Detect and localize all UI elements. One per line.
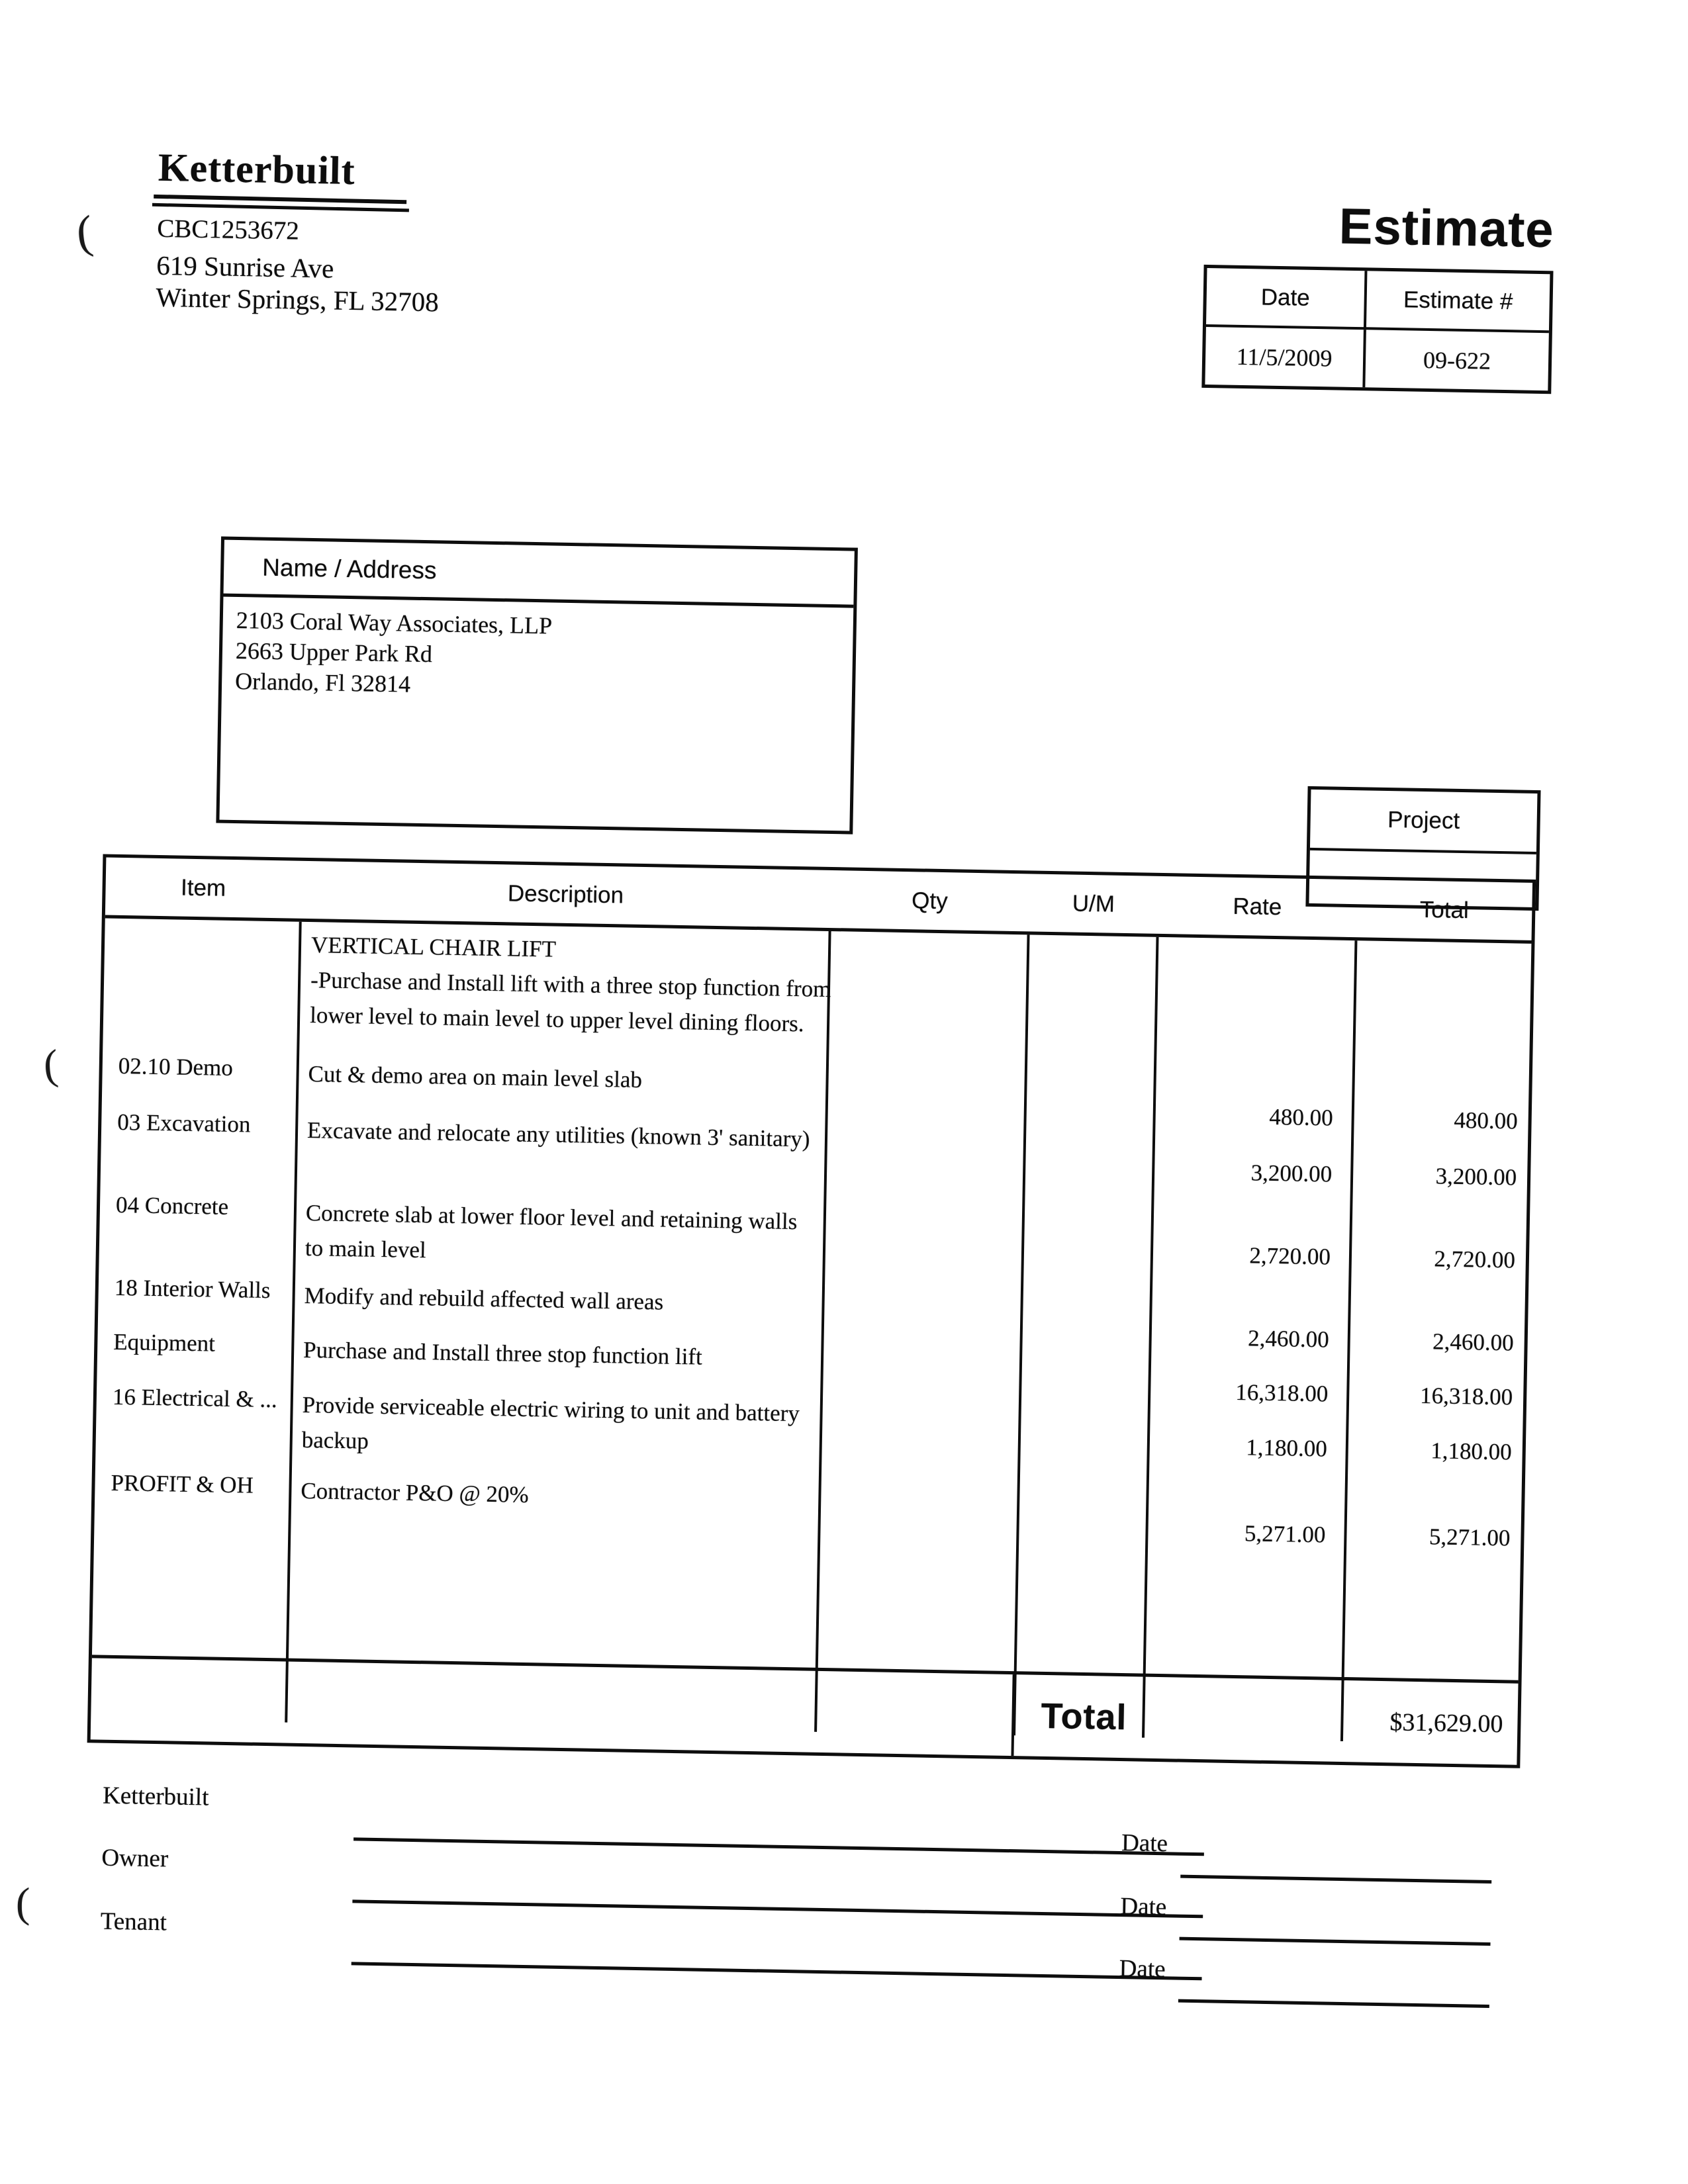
total-cell: 2,460.00 [1432,1328,1515,1356]
description-cell: Contractor P&O @ 20% [301,1477,529,1508]
logo-underline-bottom [152,203,409,212]
total-cell: 3,200.00 [1435,1163,1517,1191]
estimate-number-column-header: Estimate # [1366,271,1550,334]
signature-line-ketterbuilt [353,1837,1204,1856]
table-row: 04 Concrete Concrete slab at lower floor… [99,1191,1527,1287]
item-cell: PROFIT & OH [111,1469,254,1498]
company-address-street: 619 Sunrise Ave [156,250,334,284]
date-label-2: Date [1120,1893,1167,1921]
date-label-3: Date [1119,1955,1166,1983]
item-cell: 04 Concrete [115,1191,229,1220]
date-line-3 [1178,1999,1489,2009]
qty-cell [825,1122,1025,1182]
signature-line-tenant [351,1962,1202,1981]
scope-description: -Purchase and Install lift with a three … [309,967,831,1037]
date-line-1 [1180,1874,1492,1884]
grand-total-cell: Total $31,629.00 [1013,1674,1518,1765]
scope-intro-block: VERTICAL CHAIR LIFT -Purchase and Instal… [310,927,836,1042]
signature-label-owner: Owner [101,1844,169,1873]
description-cell: Provide serviceable electric wiring to u… [301,1391,800,1454]
company-license-number: CBC1253672 [156,214,300,246]
um-column-header: U/M [1072,890,1115,917]
um-cell [1020,1345,1150,1404]
line-items-body: VERTICAL CHAIR LIFT -Purchase and Instal… [92,919,1531,1742]
grand-total-value: $31,629.00 [1389,1707,1503,1738]
logo-underline-top [154,194,407,205]
rate-column-header: Rate [1233,893,1282,920]
item-cell: 18 Interior Walls [114,1274,271,1304]
total-cell: 1,180.00 [1430,1437,1513,1465]
scan-artifact-paren-3: ( [16,1879,30,1926]
description-cell: Excavate and relocate any utilities (kno… [306,1117,810,1152]
total-cell: 480.00 [1454,1107,1519,1134]
um-cell [1025,1069,1155,1128]
customer-box: Name / Address 2103 Coral Way Associates… [216,536,858,835]
um-cell [1019,1400,1149,1472]
grand-total-label: Total [1041,1696,1128,1737]
rate-cell: 2,460.00 [1247,1325,1330,1353]
um-cell [1022,1208,1152,1280]
date-value: 11/5/2009 [1205,326,1366,388]
description-cell: Concrete slab at lower floor level and r… [305,1199,798,1263]
estimate-meta-table: Date Estimate # 11/5/2009 09-622 [1201,264,1554,394]
date-column-header: Date [1205,268,1368,330]
total-cell: 16,318.00 [1419,1383,1513,1410]
qty-cell [822,1287,1021,1347]
table-row: PROFIT & OH Contractor P&O @ 20% 5,271.0… [94,1469,1521,1551]
scan-artifact-paren-2: ( [42,1040,60,1089]
date-line-2 [1179,1936,1491,1946]
name-address-header: Name / Address [223,539,855,608]
signature-line-owner [352,1899,1203,1919]
item-cell: 03 Excavation [117,1109,251,1138]
rate-cell: 480.00 [1269,1103,1334,1131]
document-title: Estimate [1338,198,1555,259]
signature-label-ketterbuilt: Ketterbuilt [102,1782,209,1811]
total-cell: 2,720.00 [1434,1246,1516,1273]
item-cell: 16 Electrical & ... [112,1383,278,1413]
item-column-header: Item [180,874,226,901]
signature-label-tenant: Tenant [100,1907,167,1936]
item-cell: 02.10 Demo [118,1052,234,1081]
um-cell [1021,1291,1151,1349]
description-cell: Cut & demo area on main level slab [308,1061,643,1093]
qty-cell [826,1066,1025,1126]
um-cell [1024,1125,1154,1184]
um-cell [1017,1486,1148,1545]
rate-cell: 16,318.00 [1235,1379,1329,1407]
estimate-document: Ketterbuilt CBC1253672 619 Sunrise Ave W… [58,129,1562,2114]
qty-cell [821,1342,1021,1402]
project-header: Project [1309,789,1538,854]
line-items-table: Item Description Qty U/M Rate Total VERT… [87,854,1536,1768]
company-logo: Ketterbuilt [158,145,356,193]
qty-column-header: Qty [911,887,949,914]
date-label-1: Date [1121,1829,1168,1858]
rate-cell: 1,180.00 [1245,1434,1328,1462]
rate-cell: 5,271.00 [1244,1520,1326,1548]
total-cell: 5,271.00 [1429,1524,1511,1551]
qty-cell [823,1205,1023,1278]
company-address-city: Winter Springs, FL 32708 [156,281,440,318]
rate-cell: 3,200.00 [1250,1160,1333,1187]
grand-total-spacer-cell [90,1658,1015,1756]
qty-cell [820,1396,1020,1470]
description-column-header: Description [507,880,624,908]
item-cell: Equipment [113,1328,216,1357]
total-column-header: Total [1419,896,1470,923]
estimate-number-value: 09-622 [1423,346,1491,375]
qty-cell [819,1482,1018,1543]
rate-cell: 2,720.00 [1249,1242,1331,1270]
